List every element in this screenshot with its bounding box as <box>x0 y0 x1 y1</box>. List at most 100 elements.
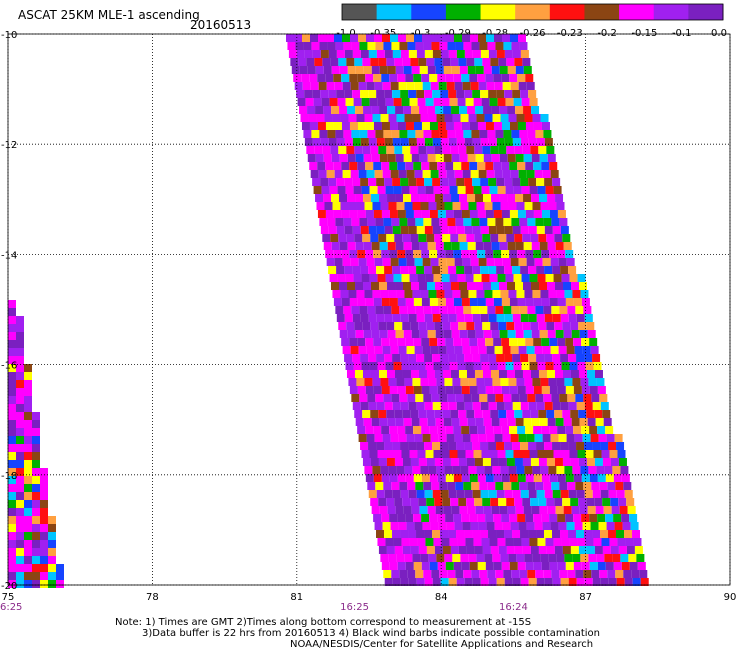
swath-cell <box>524 202 533 210</box>
swath-cell <box>510 170 519 178</box>
swath-cell <box>460 290 469 298</box>
swath-cell <box>408 226 417 234</box>
swath-cell <box>386 58 395 66</box>
swath-cell <box>563 506 572 514</box>
swath-cell <box>392 530 401 538</box>
swath-cell <box>392 354 401 362</box>
swath-cell <box>479 306 488 314</box>
swath-cell <box>594 410 603 418</box>
swath-cell <box>450 146 459 154</box>
swath-cell <box>405 562 414 570</box>
swath-cell <box>584 354 593 362</box>
swath-cell <box>473 362 482 370</box>
swath-cell <box>367 482 376 490</box>
swath-cell <box>426 58 435 66</box>
swath-cell <box>558 258 567 266</box>
swath-cell <box>409 186 418 194</box>
swath-cell <box>631 570 640 578</box>
swath-cell <box>40 580 48 588</box>
swath-cell <box>595 418 604 426</box>
swath-cell <box>441 538 450 546</box>
swath-cell <box>24 404 32 412</box>
swath-cell <box>517 74 526 82</box>
swath-cell <box>452 554 461 562</box>
swath-cell <box>532 290 541 298</box>
swath-cell <box>463 306 472 314</box>
time-label: 16:25 <box>0 602 22 613</box>
swath-cell <box>476 554 485 562</box>
swath-cell <box>508 290 517 298</box>
swath-cell <box>359 306 368 314</box>
swath-cell <box>454 170 463 178</box>
swath-cell <box>324 202 333 210</box>
swath-cell <box>474 370 483 378</box>
swath-cell <box>425 362 434 370</box>
swath-cell <box>500 554 509 562</box>
swath-cell <box>358 34 366 42</box>
swath-cell <box>367 218 376 226</box>
swath-cell <box>543 570 552 578</box>
swath-cell <box>414 346 423 354</box>
swath-cell <box>48 548 56 556</box>
swath-cell <box>494 522 503 530</box>
swath-cell <box>485 298 494 306</box>
swath-cell <box>594 458 603 466</box>
swath-cell <box>520 314 529 322</box>
swath-cell <box>417 274 426 282</box>
swath-cell <box>461 122 470 130</box>
swath-cell <box>378 546 387 554</box>
swath-cell <box>565 474 574 482</box>
swath-cell <box>426 498 435 506</box>
swath-cell <box>472 490 481 498</box>
swath-cell <box>580 466 589 474</box>
swath-cell <box>531 194 540 202</box>
swath-cell <box>461 162 470 170</box>
swath-cell <box>530 498 539 506</box>
swath-cells <box>8 34 649 588</box>
swath-cell <box>436 466 445 474</box>
swath-cell <box>425 274 434 282</box>
swath-cell <box>471 570 480 578</box>
swath-cell <box>383 306 392 314</box>
swath-cell <box>343 130 352 138</box>
swath-cell <box>377 274 386 282</box>
swath-cell <box>569 538 578 546</box>
swath-cell <box>466 498 475 506</box>
swath-cell <box>538 146 547 154</box>
swath-cell <box>342 82 351 90</box>
swath-cell <box>375 130 384 138</box>
swath-cell <box>459 106 468 114</box>
swath-cell <box>505 274 514 282</box>
swath-cell <box>480 266 489 274</box>
swath-cell <box>531 242 540 250</box>
swath-cell <box>488 178 497 186</box>
swath-cell <box>596 554 605 562</box>
swath-cell <box>363 242 372 250</box>
swath-cell <box>520 530 529 538</box>
swath-cell <box>497 362 506 370</box>
swath-cell <box>408 530 417 538</box>
swath-cell <box>496 226 505 234</box>
swath-cell <box>610 546 619 554</box>
swath-cell <box>369 186 378 194</box>
swath-cell <box>531 506 540 514</box>
swath-cell <box>560 266 569 274</box>
swath-cell <box>599 394 608 402</box>
swath-cell <box>443 154 452 162</box>
swath-cell <box>503 42 512 50</box>
swath-cell <box>400 50 409 58</box>
swath-cell <box>434 322 443 330</box>
swath-cell <box>450 546 459 554</box>
swath-cell <box>520 442 529 450</box>
swath-cell <box>534 258 543 266</box>
swath-cell <box>457 538 466 546</box>
swath-cell <box>572 554 581 562</box>
swath-cell <box>584 578 593 586</box>
swath-cell <box>449 274 458 282</box>
swath-cell <box>589 514 598 522</box>
swath-cell <box>386 146 395 154</box>
swath-cell <box>516 114 525 122</box>
swath-cell <box>547 194 556 202</box>
swath-cell <box>16 324 24 332</box>
swath-cell <box>339 242 348 250</box>
